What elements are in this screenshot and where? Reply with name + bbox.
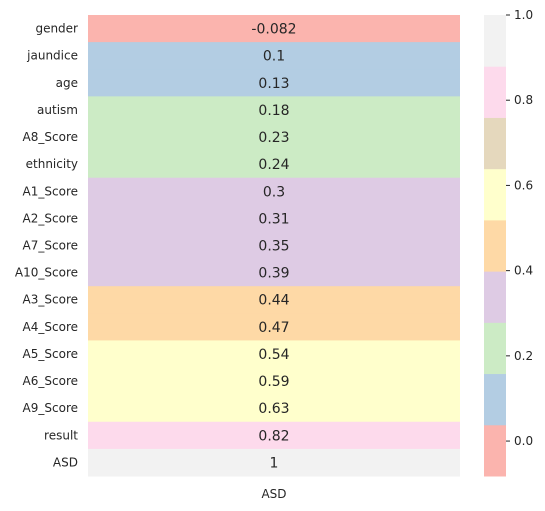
cell-value-label: -0.082 [251, 22, 296, 38]
heatmap-cell [88, 259, 460, 287]
heatmap-cell [88, 394, 460, 423]
cell-value-label: 0.23 [258, 130, 289, 146]
heatmap-cell [88, 69, 460, 97]
cell-value-label: 0.18 [258, 103, 289, 119]
colorbar-segment [484, 15, 506, 67]
row-label: A1_Score [23, 184, 78, 198]
cell-value-label: 0.31 [258, 211, 289, 227]
colorbar [484, 15, 506, 477]
cell-value-label: 0.63 [258, 401, 289, 417]
heatmap-cell [88, 231, 460, 260]
row-label: result [44, 428, 78, 442]
heatmap-cell [88, 367, 460, 396]
cell-value-label: 0.39 [258, 266, 289, 282]
colorbar-segment [484, 219, 506, 272]
row-label: A8_Score [23, 130, 78, 144]
cell-value-labels: -0.082 0.1 0.13 0.18 0.23 0.24 0.3 0.31 0.35 0.39… [251, 22, 296, 472]
colorbar-segment [484, 424, 506, 477]
cell-value-label: 0.44 [258, 293, 289, 309]
heatmap-cell [88, 448, 460, 477]
colorbar-tick-label: 1.0 [514, 8, 533, 22]
heatmap-cell [88, 177, 460, 206]
heatmap-cell [88, 204, 460, 233]
heatmap-cell [88, 42, 460, 70]
row-label: A5_Score [23, 347, 78, 361]
heatmap-cells [88, 15, 460, 477]
heatmap-cell [88, 123, 460, 152]
cell-value-label: 0.3 [263, 184, 285, 200]
cell-value-label: 0.13 [258, 76, 289, 92]
cell-value-label: 0.35 [258, 239, 289, 255]
row-label: A3_Score [23, 293, 78, 307]
heatmap-cell [88, 15, 460, 43]
heatmap-cell [88, 313, 460, 341]
cell-value-label: 0.24 [258, 157, 289, 173]
cell-value-label: 0.1 [263, 49, 285, 65]
colorbar-ticks: 0.0 0.2 0.4 0.6 0.8 1.0 [506, 8, 533, 448]
heatmap-cell [88, 340, 460, 369]
colorbar-tick-label: 0.0 [514, 434, 533, 448]
cell-value-label: 0.54 [258, 347, 289, 363]
colorbar-segment [484, 373, 506, 426]
colorbar-tick-label: 0.4 [514, 264, 533, 278]
colorbar-segment [484, 322, 506, 375]
row-label: A7_Score [23, 239, 78, 253]
row-label: autism [37, 103, 78, 117]
row-label: age [56, 76, 78, 90]
row-label: ethnicity [26, 157, 78, 171]
cell-value-label: 0.59 [258, 374, 289, 390]
heatmap-cell [88, 421, 460, 450]
colorbar-tick-label: 0.6 [514, 178, 533, 192]
cell-value-label: 0.82 [258, 428, 289, 444]
cell-value-label: 1 [270, 455, 279, 471]
colorbar-tick-label: 0.8 [514, 93, 533, 107]
row-label: A10_Score [15, 266, 78, 280]
colorbar-segment [484, 271, 506, 323]
row-label: ASD [53, 455, 78, 469]
row-label: A9_Score [23, 401, 78, 415]
row-label: A4_Score [23, 320, 78, 334]
x-tick-label: ASD [261, 487, 286, 501]
row-label: A2_Score [23, 211, 78, 225]
colorbar-segment [484, 168, 506, 221]
heatmap-cell [88, 286, 460, 314]
row-label: gender [35, 22, 78, 36]
row-label: jaundice [26, 49, 78, 63]
row-label: A6_Score [23, 374, 78, 388]
cell-value-label: 0.47 [258, 320, 289, 336]
heatmap-cell [88, 150, 460, 179]
heatmap-cell [88, 96, 460, 124]
colorbar-tick-label: 0.2 [514, 349, 533, 363]
colorbar-segment [484, 117, 506, 170]
colorbar-segment [484, 66, 506, 118]
row-labels: gender jaundice age autism A8_Score ethnicity… [15, 22, 78, 470]
